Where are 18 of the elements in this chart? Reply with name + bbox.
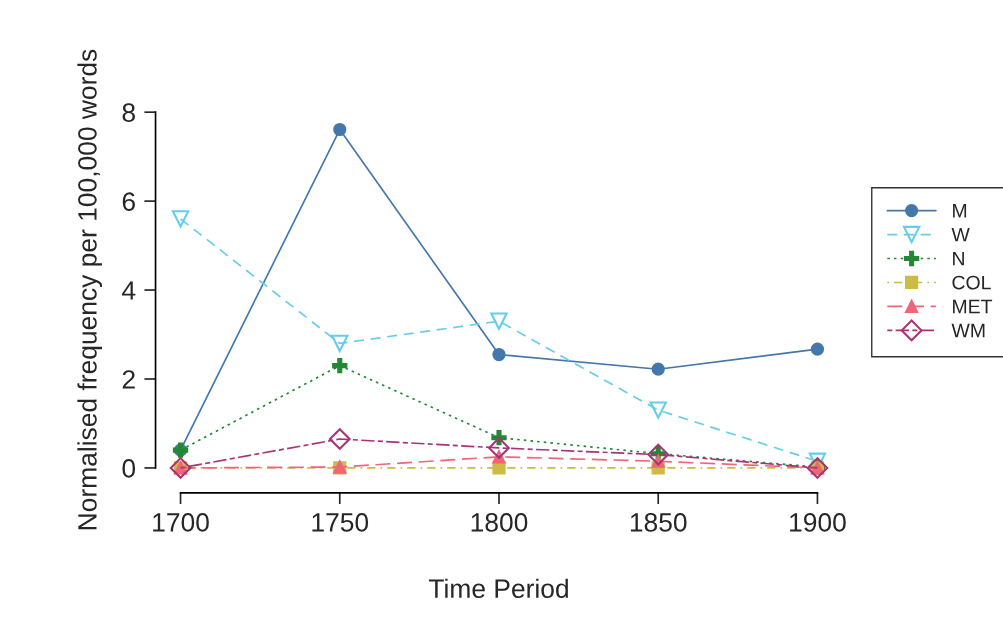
legend-label: COL [952,275,991,290]
x-axis-title: Time Period [428,578,568,599]
y-tick-label: 2 [122,370,135,389]
x-tick-label: 1800 [471,513,528,532]
y-tick-label: 4 [122,281,136,300]
legend-label: M [953,204,967,218]
legend-label: N [953,251,964,266]
y-tick-label: 0 [122,459,136,478]
x-tick-label: 1850 [630,513,687,532]
y-tick-label: 6 [122,192,135,211]
legend-label: MET [953,299,993,314]
legend-label: W [951,227,970,242]
x-tick-label: 1900 [790,513,846,532]
y-axis-title: Normalised frequency per 100,000 words [77,49,102,530]
legend-label: WM [951,323,985,338]
x-tick-label: 1750 [312,513,369,532]
x-tick-label: 1700 [153,513,209,532]
y-tick-label: 8 [122,103,135,122]
